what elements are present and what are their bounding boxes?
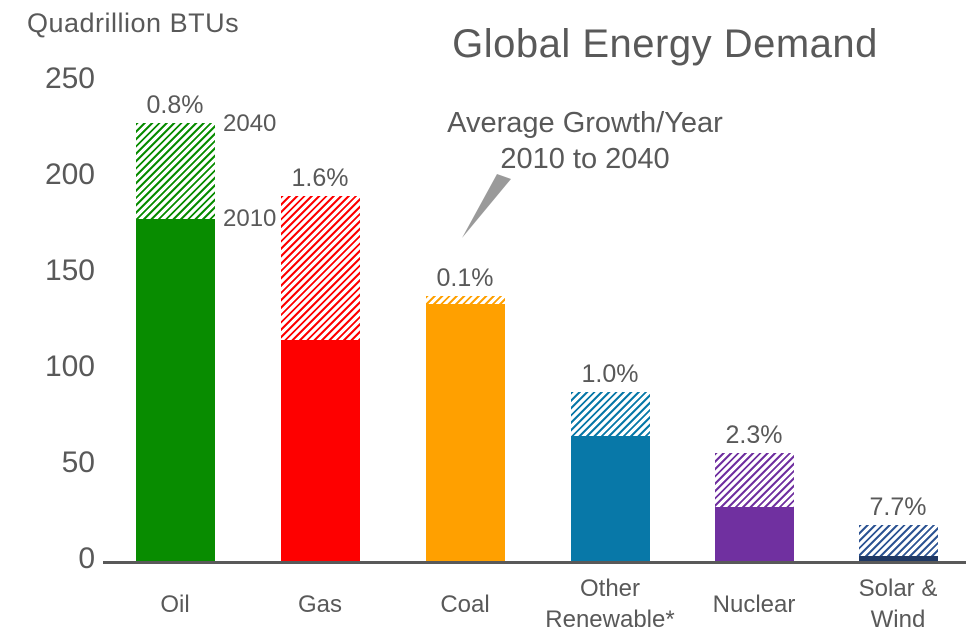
y-axis-unit-label: Quadrillion BTUs	[27, 8, 240, 38]
growth-label-nuclear: 2.3%	[725, 421, 783, 450]
category-label-nuclear: Nuclear	[674, 572, 834, 631]
y-tick-label: 50	[61, 446, 95, 479]
category-label-line: Oil	[160, 590, 190, 618]
chart-title: Global Energy Demand	[452, 22, 878, 66]
category-label-solar-wind: Solar & Wind	[818, 572, 969, 631]
growth-label-solar-wind: 7.7%	[869, 492, 927, 521]
bar-2010-segment-nuclear	[714, 507, 794, 561]
category-label-coal: Coal	[385, 572, 545, 631]
bar-2040-hatch-segment-gas	[280, 196, 360, 341]
bar-2040-hatch-segment-nuclear	[714, 453, 794, 508]
bar-2040-hatch-segment-solar-wind	[858, 524, 938, 557]
year-marker-2010: 2010	[223, 205, 277, 232]
category-label-line: Solar &	[858, 575, 938, 602]
category-label-line: Coal	[440, 590, 490, 618]
growth-label-coal: 0.1%	[436, 264, 494, 293]
growth-label-other-renewable: 1.0%	[581, 360, 639, 389]
year-marker-2040: 2040	[223, 110, 277, 137]
bar-2040-hatch-segment-coal	[425, 296, 505, 304]
bar-2040-hatch-segment-other-renewable	[570, 392, 650, 437]
growth-label-gas: 1.6%	[291, 164, 349, 193]
category-label-line: Renewable*	[545, 606, 675, 631]
y-tick-label: 0	[78, 542, 95, 575]
y-tick-label: 200	[44, 158, 95, 191]
category-label-other-renewable: Other Renewable*	[530, 572, 690, 631]
growth-label-oil: 0.8%	[146, 91, 204, 120]
bar-2040-hatch-segment-oil	[135, 123, 215, 220]
category-label-oil: Oil	[95, 572, 255, 631]
bar-2010-segment-solar-wind	[858, 556, 938, 561]
category-label-line: Nuclear	[712, 590, 796, 618]
category-label-gas: Gas	[240, 572, 400, 631]
bar-2010-segment-other-renewable	[570, 436, 650, 561]
category-label-line: Wind	[870, 606, 926, 631]
annotation-text: Average Growth/Year 2010 to 2040	[420, 105, 750, 177]
bar-2010-segment-oil	[135, 219, 215, 561]
y-tick-label: 100	[44, 350, 95, 383]
y-tick-label: 250	[44, 62, 95, 95]
bar-2010-segment-coal	[425, 303, 505, 561]
bar-2010-segment-gas	[280, 340, 360, 561]
annotation-line-1: Average Growth/Year	[447, 107, 723, 139]
category-label-line: Other	[579, 575, 641, 602]
y-tick-label: 150	[44, 254, 95, 287]
annotation-line-2: 2010 to 2040	[500, 143, 670, 175]
x-axis-line	[103, 561, 966, 564]
category-label-line: Gas	[297, 590, 342, 618]
